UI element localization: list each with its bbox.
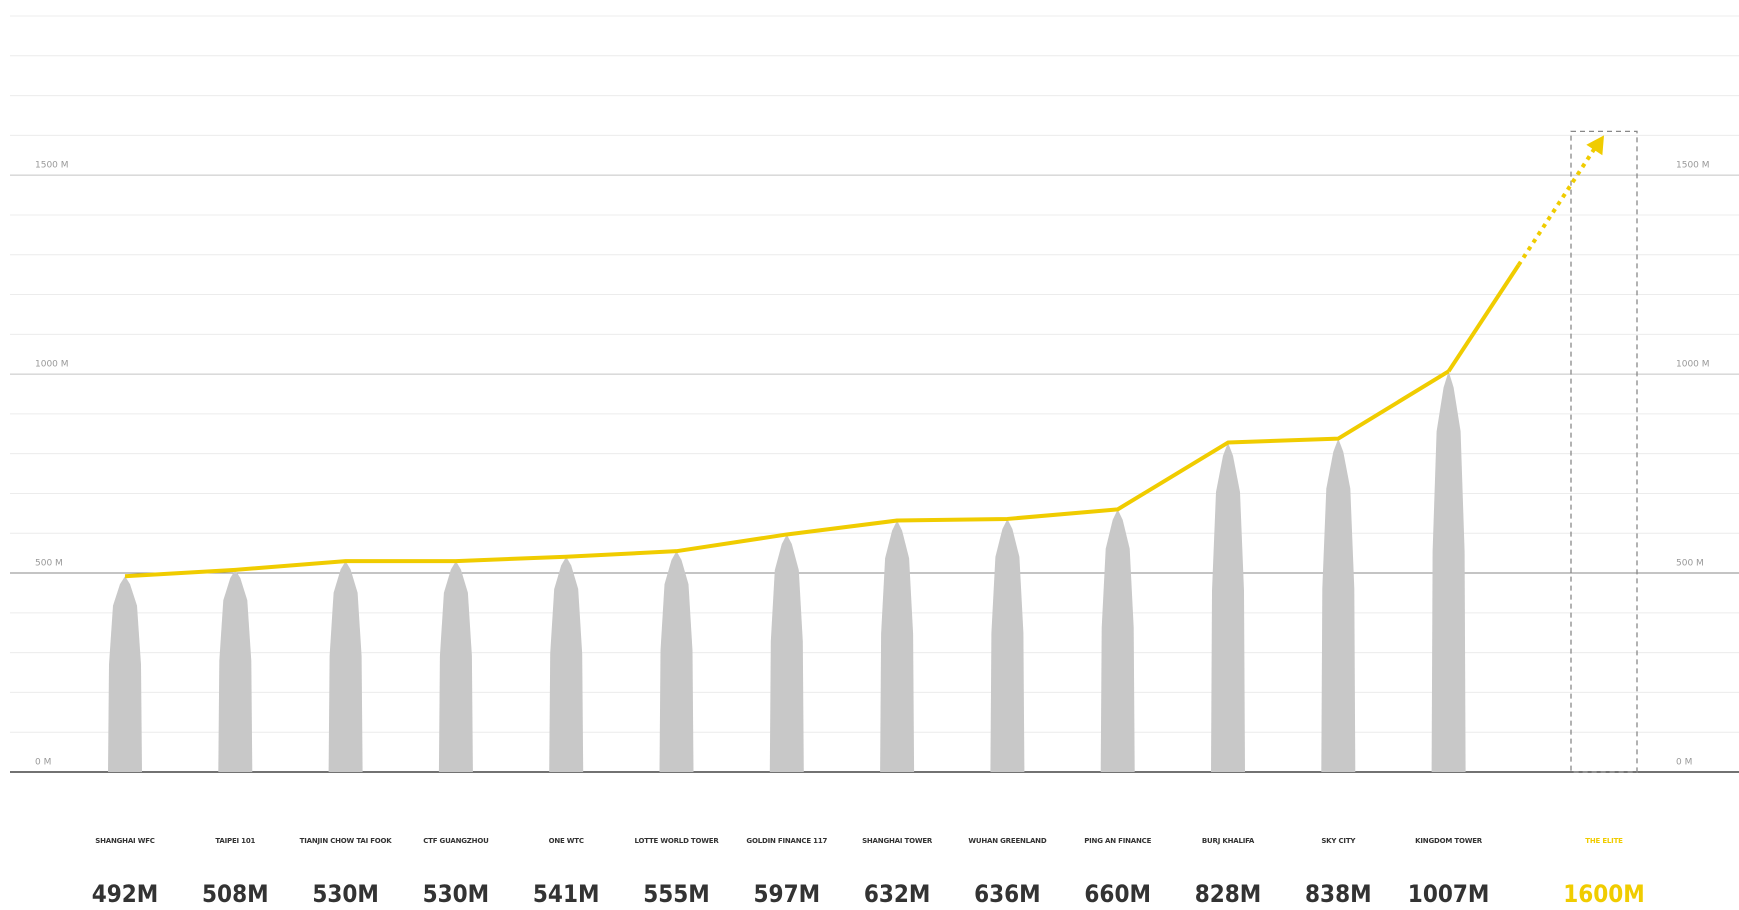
value-label: 597M	[754, 880, 821, 908]
category-label: SKY CITY	[1321, 837, 1356, 845]
category-label: PING AN FINANCE	[1084, 837, 1151, 845]
category-label: CTF GUANGZHOU	[423, 837, 489, 845]
y-tick-label: 1500 M	[35, 161, 69, 171]
value-label: 838M	[1305, 880, 1372, 908]
building	[438, 561, 473, 772]
y-tick-label-right: 500 M	[1676, 559, 1704, 569]
building	[990, 518, 1025, 772]
value-label: 1007M	[1408, 880, 1490, 908]
value-label: 632M	[864, 880, 931, 908]
building	[1100, 509, 1135, 772]
value-label: 636M	[974, 880, 1041, 908]
category-label: TAIPEI 101	[215, 837, 255, 845]
category-label: TIANJIN CHOW TAI FOOK	[300, 837, 393, 845]
value-label: 828M	[1195, 880, 1262, 908]
projection-dotted	[1516, 148, 1596, 267]
building	[1321, 438, 1356, 772]
projection-category: THE ELITE	[1585, 837, 1623, 845]
y-tick-label: 500 M	[35, 559, 63, 569]
building	[328, 561, 363, 772]
category-label: BURJ KHALIFA	[1202, 837, 1255, 845]
building	[108, 576, 142, 772]
y-tick-label-right: 1000 M	[1676, 360, 1710, 370]
category-label: LOTTE WORLD TOWER	[634, 837, 719, 845]
value-label: 508M	[202, 880, 269, 908]
category-label: SHANGHAI WFC	[95, 837, 155, 845]
category-label: KINGDOM TOWER	[1415, 837, 1483, 845]
category-label: SHANGHAI TOWER	[862, 837, 933, 845]
y-tick-label-right: 0 M	[1676, 758, 1692, 768]
value-label: 530M	[423, 880, 490, 908]
building	[880, 520, 915, 772]
y-tick-label: 1000 M	[35, 360, 69, 370]
building	[769, 534, 804, 772]
projection-value-label: 1600M	[1563, 880, 1645, 908]
projection-arrowhead	[1586, 135, 1604, 156]
category-label: GOLDIN FINANCE 117	[746, 837, 827, 845]
category-label: ONE WTC	[549, 837, 584, 845]
building	[659, 551, 694, 772]
building	[218, 569, 253, 772]
value-label: 492M	[92, 880, 159, 908]
value-label: 541M	[533, 880, 600, 908]
value-label: 555M	[643, 880, 710, 908]
y-tick-label-right: 1500 M	[1676, 161, 1710, 171]
building	[1211, 442, 1245, 772]
value-label: 530M	[312, 880, 379, 908]
projection-box	[1570, 130, 1638, 773]
y-tick-label: 0 M	[35, 758, 51, 768]
building	[549, 556, 584, 772]
category-label: WUHAN GREENLAND	[968, 837, 1046, 845]
height-line	[124, 369, 1450, 579]
building	[1431, 371, 1466, 772]
projection-line	[1446, 264, 1521, 373]
value-label: 660M	[1084, 880, 1151, 908]
